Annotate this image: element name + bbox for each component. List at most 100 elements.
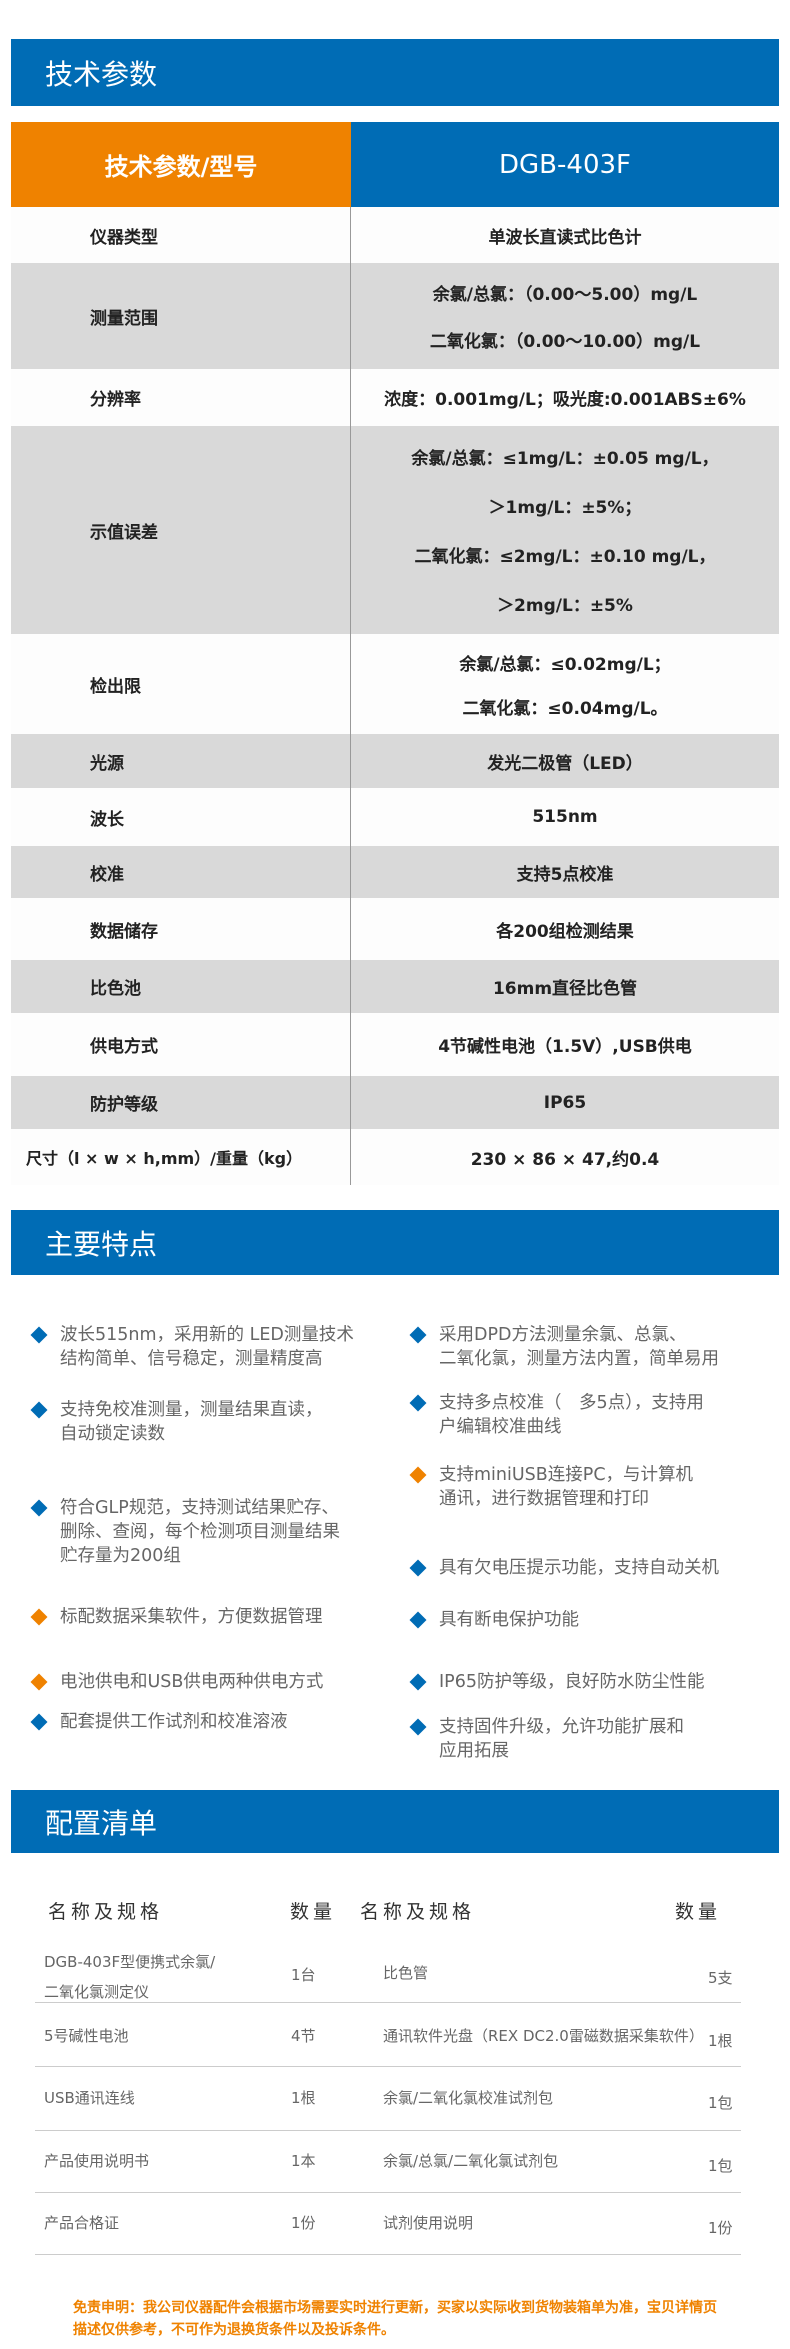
spec-value-cell: 支持5点校准 [351, 846, 779, 898]
spec-row: 数据储存 各200组检测结果 [11, 898, 779, 960]
item-qty-2: 1根 [708, 2032, 733, 2050]
feature-item: 波长515nm，采用新的 LED测量技术 结构简单、信号稳定，测量精度高 [30, 1323, 393, 1373]
feature-text: 支持固件升级，允许功能扩展和 应用拓展 [439, 1715, 684, 1763]
feature-line: 波长515nm，采用新的 LED测量技术 [60, 1325, 354, 1345]
item-name-line: 产品使用说明书 [44, 2152, 150, 2170]
item-name-line: USB通讯连线 [44, 2089, 135, 2107]
spec-value: 浓度：0.001mg/L；吸光度:0.001ABS±6% [384, 390, 746, 410]
row-divider [35, 2254, 741, 2255]
spec-label: 防护等级 [11, 1076, 351, 1129]
item-qty-1: 1份 [291, 2214, 316, 2232]
feature-line: 通讯，进行数据管理和打印 [439, 1489, 649, 1509]
spec-section-title: 技术参数 [45, 57, 158, 91]
spec-row: 仪器类型 单波长直读式比色计 [11, 207, 779, 263]
item-name-2: 余氯/总氯/二氧化氯试剂包 [383, 2152, 559, 2170]
spec-value: 515nm [532, 807, 598, 827]
feature-line: 具有断电保护功能 [439, 1610, 579, 1630]
header-qty-1: 数量 [290, 1901, 337, 1923]
item-qty-1: 1台 [291, 1966, 316, 1984]
feature-line: 户编辑校准曲线 [439, 1417, 562, 1437]
header-qty-2: 数量 [675, 1901, 722, 1923]
features-section-title: 主要特点 [45, 1227, 158, 1261]
feature-text: 波长515nm，采用新的 LED测量技术 结构简单、信号稳定，测量精度高 [60, 1323, 354, 1371]
feature-text: 具有欠电压提示功能，支持自动关机 [439, 1556, 719, 1580]
spec-value-cell: 单波长直读式比色计 [351, 207, 779, 263]
item-name-line: DGB-403F型便携式余氯/ [44, 1953, 216, 1971]
spec-value: IP65 [543, 1092, 587, 1113]
spec-table-header: 技术参数/型号 DGB-403F [11, 122, 779, 207]
feature-text: 标配数据采集软件，方便数据管理 [60, 1605, 323, 1629]
spec-section-header: 技术参数 [11, 39, 779, 106]
spec-row: 光源 发光二极管（LED） [11, 734, 779, 788]
diamond-bullet-icon [30, 1608, 48, 1626]
feature-text: 配套提供工作试剂和校准溶液 [60, 1710, 288, 1734]
spec-row: 比色池 16mm直径比色管 [11, 960, 779, 1013]
packing-section-title: 配置清单 [45, 1806, 158, 1840]
spec-label: 检出限 [11, 634, 351, 734]
param-header: 技术参数/型号 [11, 122, 351, 207]
diamond-bullet-icon [30, 1326, 48, 1344]
header-name-2: 名称及规格 [360, 1901, 476, 1923]
feature-line: 支持免校准测量，测量结果直读， [60, 1400, 323, 1420]
item-name-1: 5号碱性电池 [44, 2021, 129, 2051]
item-name-line: 产品合格证 [44, 2214, 120, 2232]
spec-value: 二氧化氯：≤0.04mg/L。 [462, 698, 668, 719]
item-name-1: 产品合格证 [44, 2208, 119, 2238]
feature-line: 标配数据采集软件，方便数据管理 [60, 1607, 323, 1627]
feature-item: 符合GLP规范，支持测试结果贮存、 删除、查阅，每个检测项目测量结果 贮存量为200… [30, 1496, 393, 1571]
row-divider [35, 2192, 741, 2193]
feature-text: 支持miniUSB连接PC，与计算机 通讯，进行数据管理和打印 [439, 1463, 693, 1511]
feature-item: 具有断电保护功能 [409, 1608, 772, 1633]
feature-line: 支持多点校准（ 多5点），支持用 [439, 1393, 704, 1413]
spec-value: ＞1mg/L：±5%； [488, 498, 642, 518]
diamond-bullet-icon [30, 1499, 48, 1517]
item-qty-1: 1本 [291, 2152, 316, 2170]
spec-value: 16mm直径比色管 [492, 979, 638, 999]
spec-value-cell: 515nm [351, 788, 779, 846]
feature-text: 具有断电保护功能 [439, 1608, 579, 1632]
spec-label: 数据储存 [11, 898, 351, 960]
spec-value: 余氯/总氯：≤1mg/L：±0.05 mg/L， [411, 449, 719, 469]
spec-row: 供电方式 4节碱性电池（1.5V）,USB供电 [11, 1013, 779, 1076]
spec-label: 分辨率 [11, 369, 351, 426]
feature-item: 支持免校准测量，测量结果直读， 自动锁定读数 [30, 1398, 393, 1448]
packing-section-header: 配置清单 [11, 1790, 779, 1853]
spec-label: 示值误差 [11, 426, 351, 634]
spec-row: 分辨率 浓度：0.001mg/L；吸光度:0.001ABS±6% [11, 369, 779, 426]
feature-line: 符合GLP规范，支持测试结果贮存、 [60, 1498, 339, 1518]
diamond-bullet-icon [409, 1326, 427, 1344]
spec-row: 示值误差 余氯/总氯：≤1mg/L：±0.05 mg/L， ＞1mg/L：±5%； 二… [11, 426, 779, 634]
diamond-bullet-icon [409, 1718, 427, 1736]
feature-text: 支持多点校准（ 多5点），支持用 户编辑校准曲线 [439, 1391, 704, 1439]
item-name-2: 余氯/二氧化氯校准试剂包 [383, 2089, 554, 2107]
spec-value: 支持5点校准 [516, 864, 614, 885]
feature-item: 支持固件升级，允许功能扩展和 应用拓展 [409, 1715, 772, 1765]
spec-label: 光源 [11, 734, 351, 788]
spec-value-cell: 4节碱性电池（1.5V）,USB供电 [351, 1013, 779, 1076]
spec-value: 各200组检测结果 [496, 921, 634, 942]
feature-item: 具有欠电压提示功能，支持自动关机 [409, 1556, 772, 1581]
spec-label: 比色池 [11, 960, 351, 1013]
diamond-bullet-icon [409, 1394, 427, 1412]
row-divider [35, 2066, 741, 2067]
spec-row: 波长 515nm [11, 788, 779, 846]
spec-value-cell: 浓度：0.001mg/L；吸光度:0.001ABS±6% [351, 369, 779, 426]
row-divider [35, 2130, 741, 2131]
row-divider [35, 2002, 741, 2003]
diamond-bullet-icon [30, 1673, 48, 1691]
feature-item: 电池供电和USB供电两种供电方式 [30, 1670, 393, 1695]
spec-row: 测量范围 余氯/总氯：（0.00～5.00）mg/L 二氧化氯：（0.00～10.0… [11, 263, 779, 369]
disclaimer: 免责申明：我公司仪器配件会根据市场需要实时进行更新，买家以实际收到货物装箱单为准… [73, 2300, 717, 2338]
spec-value: 230 × 86 × 47,约0.4 [470, 1149, 660, 1170]
feature-text: IP65防护等级，良好防水防尘性能 [439, 1670, 704, 1694]
item-name-1: DGB-403F型便携式余氯/二氧化氯测定仪 [44, 1947, 215, 2007]
spec-value-cell: 发光二极管（LED） [351, 734, 779, 788]
feature-item: 标配数据采集软件，方便数据管理 [30, 1605, 393, 1630]
feature-line: 支持miniUSB连接PC，与计算机 [439, 1465, 694, 1485]
spec-row: 检出限 余氯/总氯：≤0.02mg/L； 二氧化氯：≤0.04mg/L。 [11, 634, 779, 734]
diamond-bullet-icon [409, 1611, 427, 1629]
spec-value-cell: 16mm直径比色管 [351, 960, 779, 1013]
feature-item: IP65防护等级，良好防水防尘性能 [409, 1670, 772, 1695]
feature-text: 符合GLP规范，支持测试结果贮存、 删除、查阅，每个检测项目测量结果 贮存量为200… [60, 1496, 340, 1568]
feature-line: 删除、查阅，每个检测项目测量结果 [60, 1522, 340, 1542]
